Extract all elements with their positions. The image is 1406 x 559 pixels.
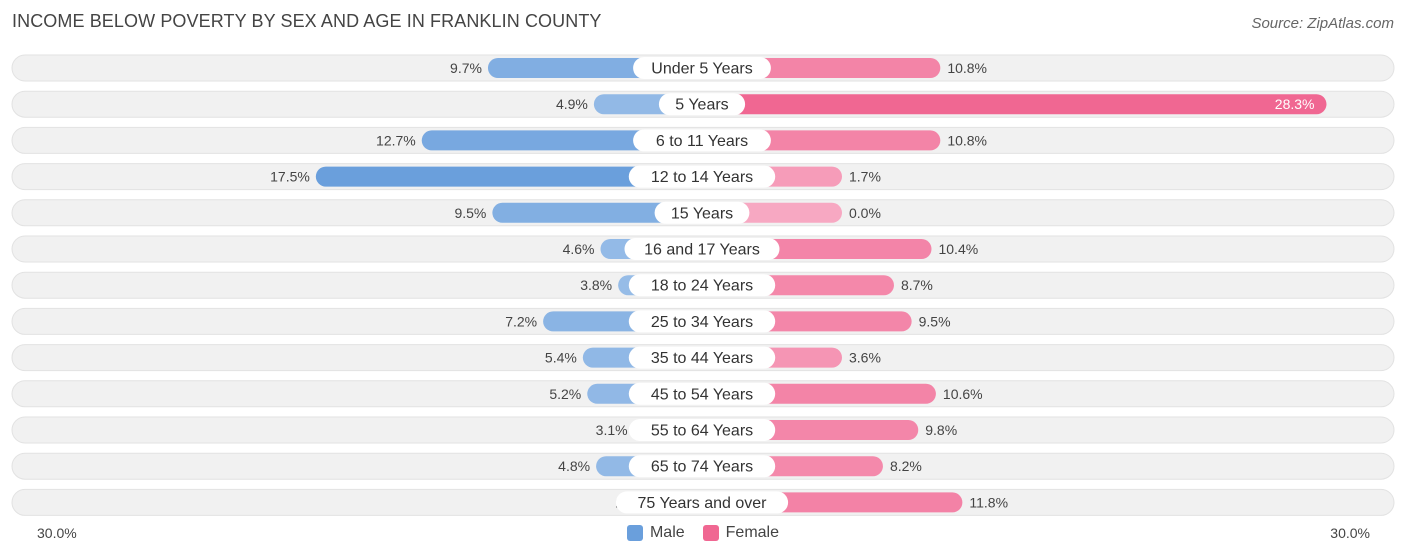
category-pill	[628, 346, 776, 369]
category-label: 65 to 74 Years	[651, 459, 753, 476]
value-label-female: 8.7%	[901, 277, 933, 293]
value-label-female: 9.5%	[919, 313, 951, 329]
value-label-male: 17.5%	[270, 169, 310, 185]
category-label: 45 to 54 Years	[651, 386, 753, 403]
value-label-female: 0.0%	[849, 205, 881, 221]
category-label: 6 to 11 Years	[656, 133, 748, 150]
legend-label-male: Male	[649, 524, 685, 541]
value-label-male: 12.7%	[376, 132, 416, 148]
category-label: 35 to 44 Years	[651, 350, 753, 367]
category-pill	[628, 455, 776, 478]
category-pill	[633, 129, 771, 152]
axis-left-label: 30.0%	[37, 525, 77, 541]
category-label: 15 Years	[671, 205, 733, 222]
legend-item-male[interactable]: Male	[626, 524, 685, 542]
category-label: 55 to 64 Years	[651, 423, 753, 440]
category-label: Under 5 Years	[651, 61, 752, 78]
value-label-female: 10.8%	[947, 132, 987, 148]
value-label-female: 1.7%	[849, 169, 881, 185]
category-label: 16 and 17 Years	[644, 242, 760, 259]
value-label-female: 28.3%	[1275, 96, 1315, 112]
value-label-female: 9.8%	[925, 422, 957, 438]
legend-swatch-male	[626, 525, 643, 541]
category-label: 75 Years and over	[638, 495, 768, 512]
category-pill	[654, 201, 750, 224]
value-label-female: 8.2%	[890, 458, 922, 474]
legend: Male Female	[0, 524, 1406, 542]
axis-right-label: 30.0%	[1330, 525, 1370, 541]
value-label-female: 11.8%	[969, 494, 1008, 510]
value-label-male: 5.4%	[545, 350, 577, 366]
value-label-female: 10.8%	[947, 60, 987, 76]
legend-label-female: Female	[725, 524, 780, 541]
value-label-male: 9.5%	[454, 205, 486, 221]
value-label-male: 4.8%	[558, 458, 590, 474]
category-pill	[628, 310, 776, 333]
value-label-male: 5.2%	[549, 386, 581, 402]
category-pill	[633, 57, 771, 79]
category-label: 12 to 14 Years	[651, 169, 753, 186]
bar-female	[702, 94, 1327, 115]
category-label: 5 Years	[675, 97, 728, 114]
bar-male	[421, 130, 702, 151]
value-label-male: 7.2%	[505, 313, 537, 329]
chart-title: INCOME BELOW POVERTY BY SEX AND AGE IN F…	[12, 11, 602, 31]
category-pill	[628, 165, 776, 188]
legend-item-female[interactable]: Female	[702, 524, 780, 542]
category-pill	[658, 93, 746, 116]
category-pill	[624, 238, 780, 260]
bar-male	[492, 202, 702, 223]
bar-male	[315, 166, 702, 187]
value-label-male: 3.1%	[596, 422, 628, 438]
value-label-female: 10.6%	[943, 386, 983, 402]
legend-swatch-female	[702, 525, 719, 541]
category-pill	[628, 274, 776, 297]
value-label-male: 3.8%	[580, 277, 612, 293]
value-label-male: 4.9%	[556, 96, 588, 112]
value-label-male: 9.7%	[450, 60, 482, 76]
category-pill	[628, 382, 776, 405]
value-label-female: 10.4%	[938, 241, 978, 257]
value-label-male: 4.6%	[563, 241, 595, 257]
category-label: 25 to 34 Years	[651, 314, 753, 331]
category-pill	[628, 419, 776, 441]
category-label: 18 to 24 Years	[651, 278, 753, 295]
value-label-female: 3.6%	[849, 350, 881, 366]
category-pill	[615, 491, 789, 514]
chart-source: Source: ZipAtlas.com	[1251, 15, 1394, 32]
